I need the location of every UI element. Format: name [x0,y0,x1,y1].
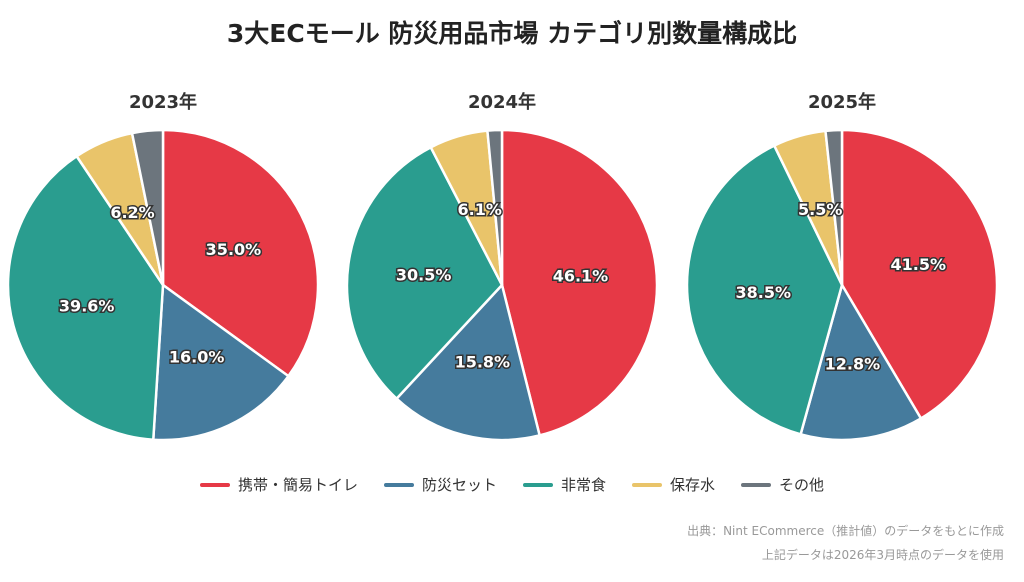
pie-charts: 2023年 35.0% 16.0% 39.6% 6.2% 2024年 46.1% 15.8% 3… [6,91,999,442]
data-label: 6.1% [458,200,502,219]
pie-title: 2025年 [808,91,876,113]
legend-item: 非常食 [522,474,606,495]
data-label: 39.6% [59,297,115,316]
pie-slice [824,128,844,286]
pie-slice [151,282,291,442]
pie-title: 2023年 [129,91,197,113]
legend-swatch [199,482,230,487]
data-label: 41.5% [890,255,946,274]
data-label: 12.8% [825,354,881,373]
legend-item: 保存水 [632,474,715,495]
pie-slice [500,128,659,437]
legend-label: 非常食 [560,476,606,494]
data-label: 5.5% [798,200,842,219]
legend-item: その他 [741,474,824,495]
pie-0: 2023年 35.0% 16.0% 39.6% 6.2% [6,91,320,442]
data-label: 35.0% [206,240,262,259]
data-label: 30.5% [396,265,452,284]
pie-slice [840,128,999,421]
date-note: 上記データは2026年3月時点のデータを使用 [761,548,1004,562]
legend: 携帯・簡易トイレ 防災セット 非常食 保存水 その他 [0,474,1024,495]
legend-item: 防災セット [383,474,497,495]
chart-title: 3大ECモール 防災用品市場 カテゴリ別数量構成比 [226,19,798,48]
pie-title: 2024年 [468,91,536,113]
source-note: 出典：Nint ECommerce（推計値）のデータをもとに作成 [687,524,1004,538]
legend-label: 防災セット [421,476,497,494]
pie-slice [6,154,165,442]
legend-swatch [632,482,662,487]
data-label: 15.8% [455,353,511,372]
legend-label: 保存水 [670,476,716,494]
legend-swatch [522,482,553,487]
data-label: 46.1% [553,266,609,285]
legend-swatch [741,482,772,487]
legend-item: 携帯・簡易トイレ [199,474,358,495]
pie-slice [130,128,165,286]
data-label: 6.2% [110,203,154,222]
legend-swatch [383,482,414,487]
pie-2: 2025年 41.5% 12.8% 38.5% 5.5% [685,91,999,442]
pie-slice [799,281,923,442]
pie-slice [161,128,320,378]
pie-slice [394,282,542,442]
pie-slice [685,143,844,436]
pie-1: 2024年 46.1% 15.8% 30.5% 6.1% [345,91,659,442]
legend-label: その他 [779,476,825,494]
legend-label: 携帯・簡易トイレ [237,476,358,494]
data-label: 38.5% [736,283,792,302]
pie-slice [486,128,504,286]
data-label: 16.0% [169,348,225,367]
